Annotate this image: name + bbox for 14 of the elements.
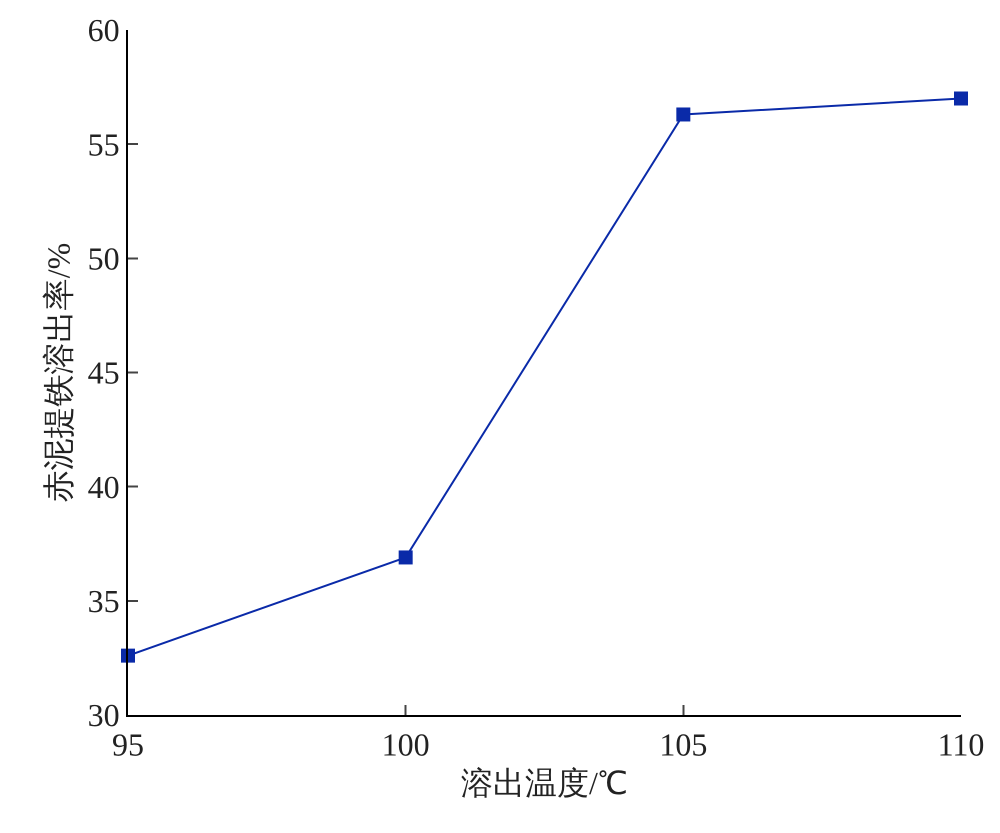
x-tick-label: 110 [938,726,984,762]
point [398,550,413,564]
y-tick-label: 35 [88,583,120,620]
y-axis-title: 赤泥提铁溶出率/% [40,242,76,502]
x-axis-title: 溶出温度/℃ [461,764,628,801]
y-tick-label: 60 [88,12,120,48]
y-tick-label: 50 [88,240,120,277]
y-tick-label: 40 [88,468,120,505]
y-tick-label: 55 [88,126,120,162]
x-tick-label: 105 [659,726,708,762]
point [954,92,968,106]
x-tick-label: 100 [382,726,430,762]
y-tick-label: 45 [88,354,120,391]
point [676,107,690,122]
